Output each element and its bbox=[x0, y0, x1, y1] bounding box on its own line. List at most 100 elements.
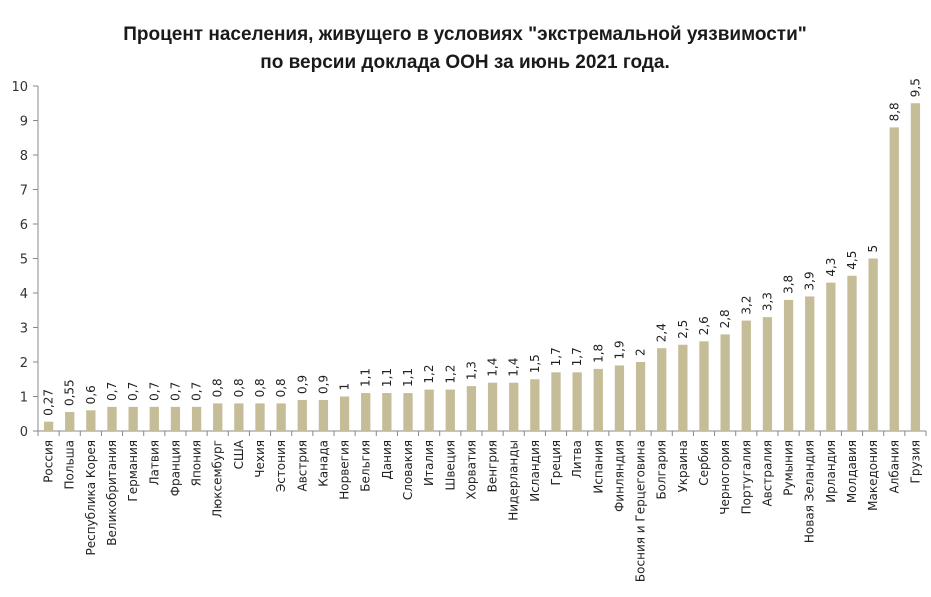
category-label: Босния и Герцеговина bbox=[634, 440, 648, 582]
y-tick-label: 10 bbox=[11, 80, 28, 95]
category-label: Латвия bbox=[147, 440, 161, 485]
category-label: Румыния bbox=[782, 440, 796, 496]
y-tick-label: 0 bbox=[20, 425, 28, 440]
category-label: Великобритания bbox=[105, 440, 119, 546]
data-label: 0,55 bbox=[63, 379, 77, 406]
category-label: Грузия bbox=[908, 440, 922, 483]
data-label: 1,1 bbox=[401, 368, 415, 387]
bar bbox=[699, 341, 709, 431]
bar bbox=[213, 403, 223, 431]
data-label: 1,4 bbox=[486, 358, 500, 377]
data-label: 0,8 bbox=[253, 378, 267, 397]
category-labels: Россия Польша Республика Корея Великобритан… bbox=[42, 439, 923, 582]
category-label: Греция bbox=[549, 440, 563, 486]
category-label: Ирландия bbox=[824, 440, 838, 503]
data-label: 1,4 bbox=[507, 358, 521, 377]
category-label: Новая Зеландия bbox=[803, 440, 817, 543]
category-label: Эстония bbox=[274, 440, 288, 492]
bar bbox=[65, 412, 75, 431]
category-label: Италия bbox=[422, 440, 436, 486]
data-label: 8,8 bbox=[887, 102, 901, 121]
chart-title-line-2: по версии доклада ООН за июнь 2021 года. bbox=[260, 52, 670, 73]
category-label: Россия bbox=[42, 440, 56, 483]
bar bbox=[678, 344, 688, 431]
data-label: 1,1 bbox=[380, 368, 394, 387]
category-label: США bbox=[232, 439, 246, 469]
category-label: Болгария bbox=[655, 440, 669, 500]
y-axis: 0 1 2 3 4 5 6 7 8 9 10 bbox=[11, 80, 39, 440]
bar bbox=[487, 382, 498, 431]
y-tick-label: 1 bbox=[20, 391, 28, 406]
data-label: 2,5 bbox=[676, 320, 690, 339]
data-label: 0,7 bbox=[105, 382, 119, 401]
data-label: 0,9 bbox=[295, 375, 309, 394]
bar bbox=[107, 406, 117, 431]
bar bbox=[530, 379, 540, 431]
y-tick-label: 4 bbox=[20, 287, 28, 302]
category-label: Сербия bbox=[697, 440, 711, 486]
data-label: 3,2 bbox=[739, 296, 753, 315]
bar bbox=[424, 389, 434, 431]
bar bbox=[826, 282, 836, 431]
category-label: Хорватия bbox=[464, 440, 478, 500]
bar bbox=[509, 382, 519, 431]
bar bbox=[572, 372, 582, 431]
bar bbox=[361, 393, 371, 431]
category-label: Португалия bbox=[739, 440, 753, 514]
category-label: Бельгия bbox=[359, 440, 373, 492]
category-label: Швеция bbox=[443, 440, 457, 490]
data-label: 0,27 bbox=[42, 389, 56, 416]
data-label: 5 bbox=[866, 245, 880, 253]
data-label: 1 bbox=[338, 383, 352, 391]
data-label: 1,2 bbox=[443, 365, 457, 384]
bars bbox=[43, 103, 921, 432]
category-label: Германия bbox=[126, 440, 140, 502]
data-label: 1,8 bbox=[591, 344, 605, 363]
data-label: 0,8 bbox=[232, 378, 246, 397]
bar bbox=[466, 386, 477, 431]
category-label: Нидерланды bbox=[507, 440, 521, 521]
bar bbox=[318, 399, 329, 431]
data-label: 1,5 bbox=[528, 354, 542, 373]
y-tick-label: 5 bbox=[20, 253, 28, 268]
bar bbox=[255, 403, 265, 431]
category-label: Исландия bbox=[528, 440, 542, 502]
y-tick-label: 3 bbox=[20, 322, 28, 337]
category-label: Франция bbox=[168, 440, 182, 496]
bar bbox=[234, 403, 244, 431]
data-label: 4,5 bbox=[845, 251, 859, 270]
bar bbox=[149, 406, 159, 431]
y-tick-label: 7 bbox=[20, 184, 28, 199]
category-label: Литва bbox=[570, 440, 584, 478]
category-label: Испания bbox=[591, 440, 605, 494]
chart-title-line-1: Процент населения, живущего в условиях "… bbox=[123, 24, 807, 45]
data-label: 0,8 bbox=[211, 378, 225, 397]
bar bbox=[403, 393, 413, 431]
x-axis bbox=[37, 430, 927, 436]
bar bbox=[657, 348, 667, 431]
bar bbox=[339, 396, 350, 431]
category-label: Черногория bbox=[718, 440, 732, 515]
category-label: Словакия bbox=[401, 440, 415, 500]
data-label: 1,2 bbox=[422, 365, 436, 384]
category-label: Австралия bbox=[760, 440, 774, 507]
data-label: 2 bbox=[634, 348, 648, 356]
data-label: 0,9 bbox=[316, 375, 330, 394]
category-label: Дания bbox=[380, 440, 394, 480]
data-label: 3,8 bbox=[782, 275, 796, 294]
y-tick-label: 9 bbox=[20, 115, 28, 130]
bar bbox=[889, 127, 899, 432]
bar bbox=[297, 399, 307, 431]
bar bbox=[783, 299, 794, 431]
bar bbox=[191, 406, 202, 431]
y-tick-label: 8 bbox=[20, 149, 28, 164]
category-label: Япония bbox=[190, 440, 204, 486]
bar bbox=[382, 393, 392, 431]
data-label: 1,9 bbox=[612, 340, 626, 359]
category-label: Республика Корея bbox=[84, 440, 98, 556]
bar bbox=[910, 103, 921, 431]
category-label: Австрия bbox=[295, 440, 309, 492]
data-label: 9,5 bbox=[908, 78, 922, 97]
data-label: 0,7 bbox=[190, 382, 204, 401]
data-label: 0,7 bbox=[126, 382, 140, 401]
